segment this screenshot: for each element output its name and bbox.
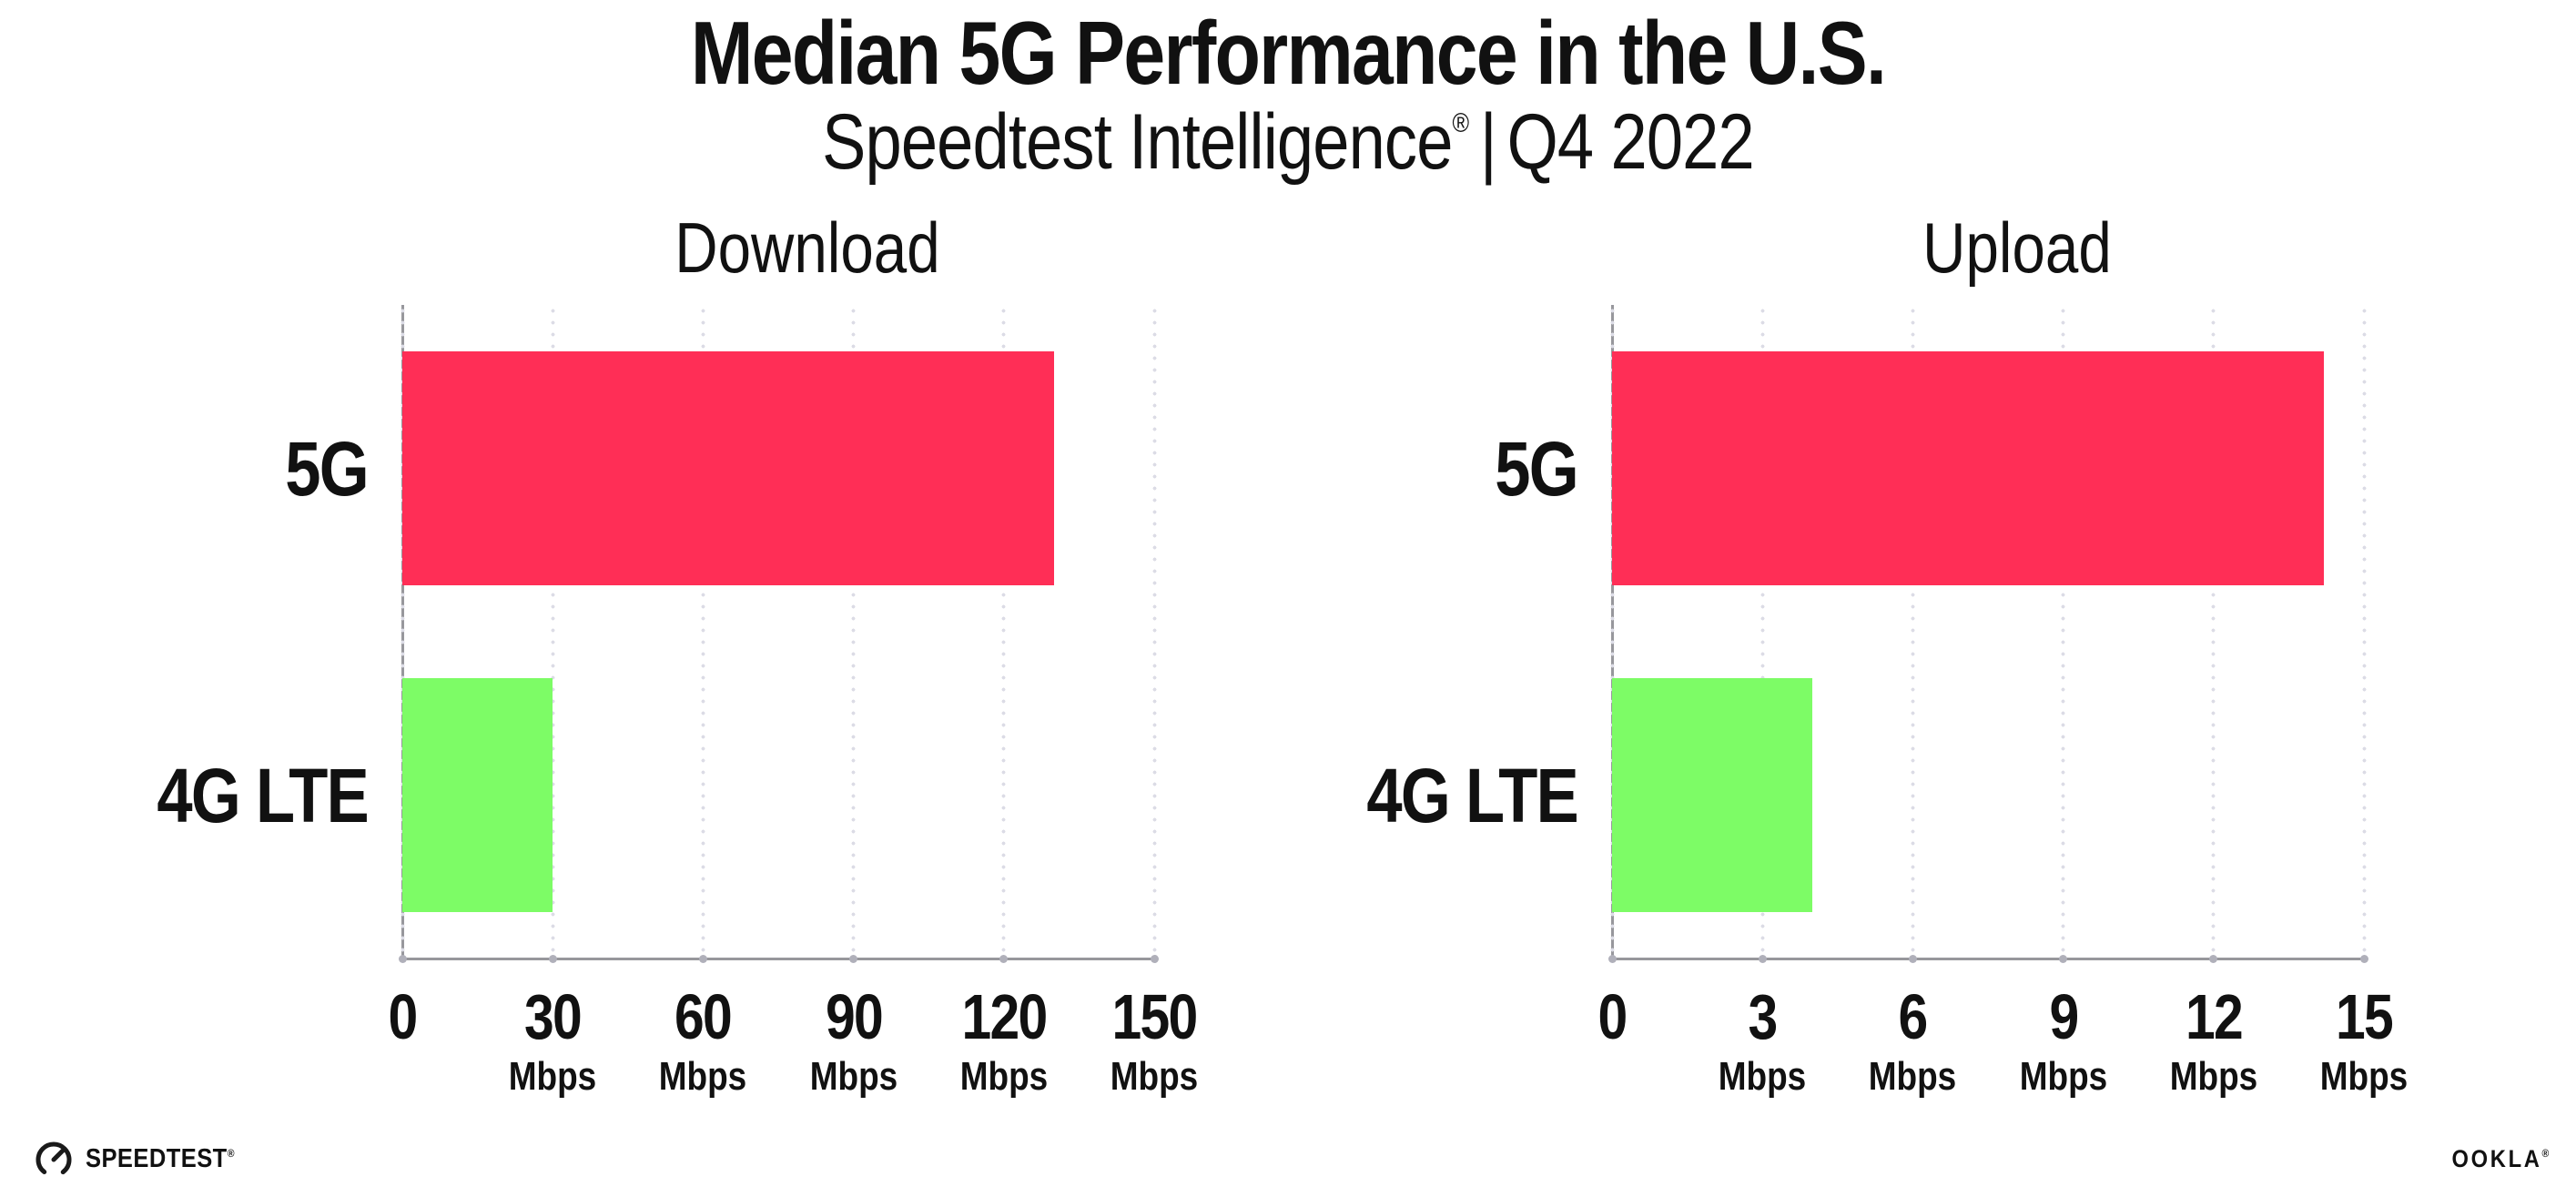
axis-tick-dot-12 (2209, 955, 2218, 963)
axis-tick-dot-15 (2359, 955, 2368, 963)
registered-trademark-icon: ® (1452, 108, 1470, 138)
gridline-12 (2211, 305, 2216, 959)
subtitle-separator: | (1479, 98, 1497, 186)
speedtest-logo: SPEEDTEST® (33, 1138, 255, 1180)
upload-chart: Upload 0 3 Mbps 6 Mbps 9 Mbps 12 Mbps 15 Mbps 5G 4G … (1366, 210, 2408, 1097)
speedtest-gauge-icon (35, 1141, 72, 1178)
tick-label-30: 30 Mbps (416, 981, 689, 1099)
speedtest-wordmark-text: SPEEDTEST (86, 1143, 228, 1173)
tick-value: 3 (1748, 981, 1779, 1052)
upload-chart-title: Upload (1922, 208, 2112, 288)
tick-value: 0 (1597, 981, 1628, 1052)
ookla-wordmark-text: OOKLA (2451, 1145, 2542, 1172)
download-chart: Download 0 30 Mbps 60 Mbps 90 Mbps 120 Mbps 150 Mb… (157, 210, 1198, 1097)
axis-tick-dot-150 (1150, 955, 1159, 963)
gridline-120 (1001, 305, 1007, 959)
axis-tick-dot-0 (1607, 955, 1617, 963)
download-plot-area: 0 30 Mbps 60 Mbps 90 Mbps 120 Mbps 150 Mbps 5G 4G LT… (157, 305, 1198, 1097)
gridline-90 (851, 305, 857, 959)
subtitle-brand: Speedtest Intelligence (822, 98, 1453, 186)
category-label-5g: 5G (1495, 425, 1578, 512)
gridline-60 (700, 305, 705, 959)
tick-label-0: 0 (1476, 981, 1749, 1052)
tick-value: 150 (1111, 981, 1198, 1052)
tick-value: 9 (2049, 981, 2079, 1052)
tick-value: 0 (388, 981, 418, 1052)
bar-4g-lte (1612, 678, 1813, 912)
upload-plot-area: 0 3 Mbps 6 Mbps 9 Mbps 12 Mbps 15 Mbps 5G 4G LTE (1366, 305, 2408, 1097)
ookla-logo: OOKLA® (2451, 1145, 2549, 1173)
tick-label-120: 120 Mbps (867, 981, 1141, 1099)
gridline-0 (1609, 305, 1615, 959)
tick-value: 60 (674, 981, 733, 1052)
tick-label-0: 0 (266, 981, 539, 1052)
tick-unit: Mbps (1869, 1054, 1957, 1099)
x-axis-line (401, 958, 1155, 960)
axis-tick-dot-0 (398, 955, 407, 963)
bar-5g (1612, 351, 2324, 585)
tick-value: 90 (825, 981, 884, 1052)
tick-unit: Mbps (659, 1054, 747, 1099)
page-subtitle: Speedtest Intelligence® | Q4 2022 (206, 100, 2369, 202)
tick-unit: Mbps (2019, 1054, 2107, 1099)
bar-4g-lte (402, 678, 553, 912)
speedtest-registered-icon: ® (227, 1146, 235, 1160)
tick-label-150: 150 Mbps (1018, 981, 1291, 1099)
tick-value: 120 (961, 981, 1048, 1052)
axis-tick-dot-120 (999, 955, 1009, 963)
tick-label-90: 90 Mbps (717, 981, 990, 1099)
x-axis-line (1611, 958, 2365, 960)
tick-value: 6 (1898, 981, 1929, 1052)
category-label-4g-lte: 4G LTE (157, 752, 369, 838)
tick-value: 30 (524, 981, 583, 1052)
tick-unit: Mbps (2319, 1054, 2409, 1099)
gridline-3 (1760, 305, 1765, 959)
download-chart-title: Download (674, 208, 940, 288)
tick-unit: Mbps (959, 1054, 1049, 1099)
gridline-0 (400, 305, 405, 959)
tick-label-12: 12 Mbps (2077, 981, 2350, 1099)
ookla-registered-icon: ® (2541, 1147, 2549, 1160)
gridline-9 (2061, 305, 2066, 959)
tick-value: 15 (2335, 981, 2394, 1052)
page-title: Median 5G Performance in the U.S. (690, 3, 1887, 103)
subtitle-period: Q4 2022 (1506, 98, 1755, 186)
tick-unit: Mbps (1718, 1054, 1807, 1099)
tick-unit: Mbps (809, 1054, 898, 1099)
axis-tick-dot-30 (548, 955, 557, 963)
axis-tick-dot-6 (1908, 955, 1917, 963)
tick-label-60: 60 Mbps (566, 981, 839, 1099)
axis-tick-dot-60 (698, 955, 707, 963)
tick-label-6: 6 Mbps (1776, 981, 2049, 1099)
axis-tick-dot-3 (1758, 955, 1767, 963)
tick-label-15: 15 Mbps (2227, 981, 2500, 1099)
gridline-30 (550, 305, 555, 959)
tick-value: 12 (2185, 981, 2244, 1052)
speedtest-wordmark: SPEEDTEST® (86, 1144, 234, 1174)
tick-label-9: 9 Mbps (1927, 981, 2200, 1099)
axis-tick-dot-9 (2059, 955, 2068, 963)
gridline-150 (1151, 305, 1157, 959)
category-label-5g: 5G (285, 425, 369, 512)
category-label-4g-lte: 4G LTE (1366, 752, 1578, 838)
axis-tick-dot-90 (849, 955, 858, 963)
bar-5g (402, 351, 1054, 585)
tick-unit: Mbps (1110, 1054, 1199, 1099)
tick-label-3: 3 Mbps (1626, 981, 1899, 1099)
gridline-6 (1910, 305, 1915, 959)
tick-unit: Mbps (508, 1054, 597, 1099)
gridline-15 (2361, 305, 2367, 959)
tick-unit: Mbps (2169, 1054, 2258, 1099)
